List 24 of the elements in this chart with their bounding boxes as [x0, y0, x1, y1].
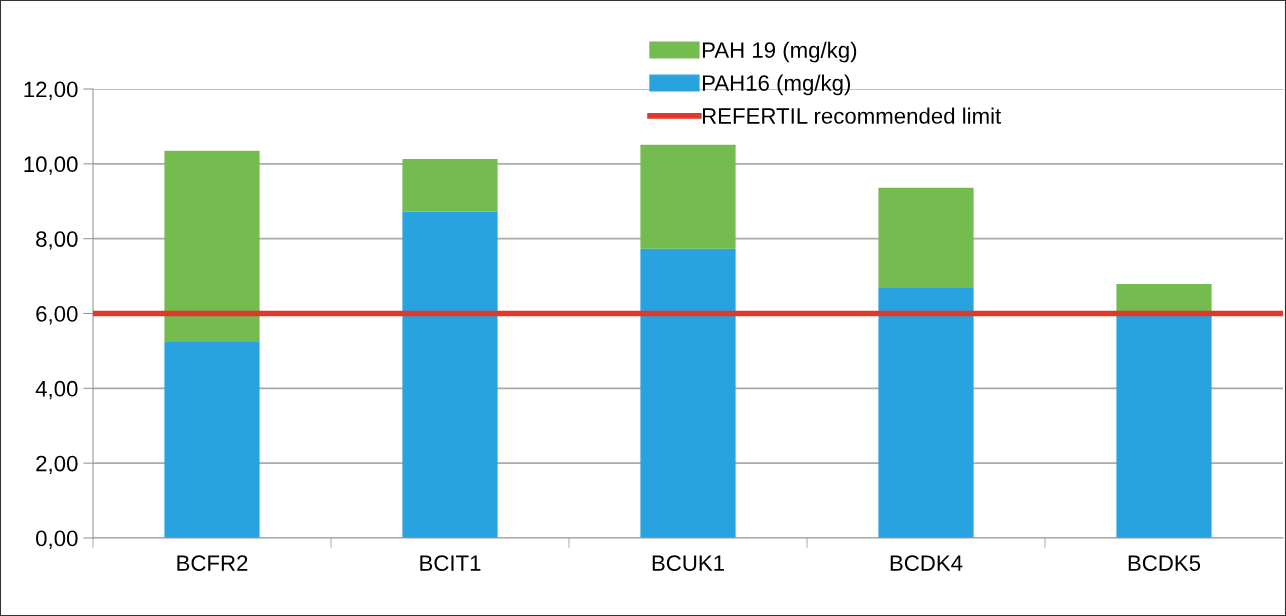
x-tick-label: BCUK1: [652, 555, 724, 571]
bar: [878, 288, 974, 538]
bar: [402, 211, 498, 538]
legend-label: PAH16 (mg/kg): [702, 74, 850, 96]
legend-label: PAH 19 (mg/kg): [702, 41, 857, 63]
y-tick-label: 6,00: [36, 306, 78, 325]
x-tick-label: BCDK5: [1128, 555, 1201, 571]
x-tick-label: BCIT1: [420, 555, 481, 571]
y-tick-label: 12,00: [24, 81, 78, 100]
y-tick-label: 4,00: [35, 380, 78, 400]
bar: [640, 248, 736, 538]
y-tick-label: 0,00: [36, 530, 78, 549]
x-tick-label: BCDK4: [890, 555, 963, 571]
bar: [1116, 283, 1212, 313]
legend-label: REFERTIL recommended limit: [702, 107, 1002, 124]
bar: [164, 150, 260, 342]
bar: [164, 341, 260, 538]
bar: [878, 187, 974, 289]
y-tick-label: 10,00: [24, 156, 78, 175]
bar: [640, 144, 736, 249]
y-tick-label: 8,00: [36, 231, 78, 250]
x-tick-label: BCFR2: [177, 555, 248, 571]
y-tick-label: 2,00: [36, 455, 78, 475]
bar: [402, 158, 498, 212]
